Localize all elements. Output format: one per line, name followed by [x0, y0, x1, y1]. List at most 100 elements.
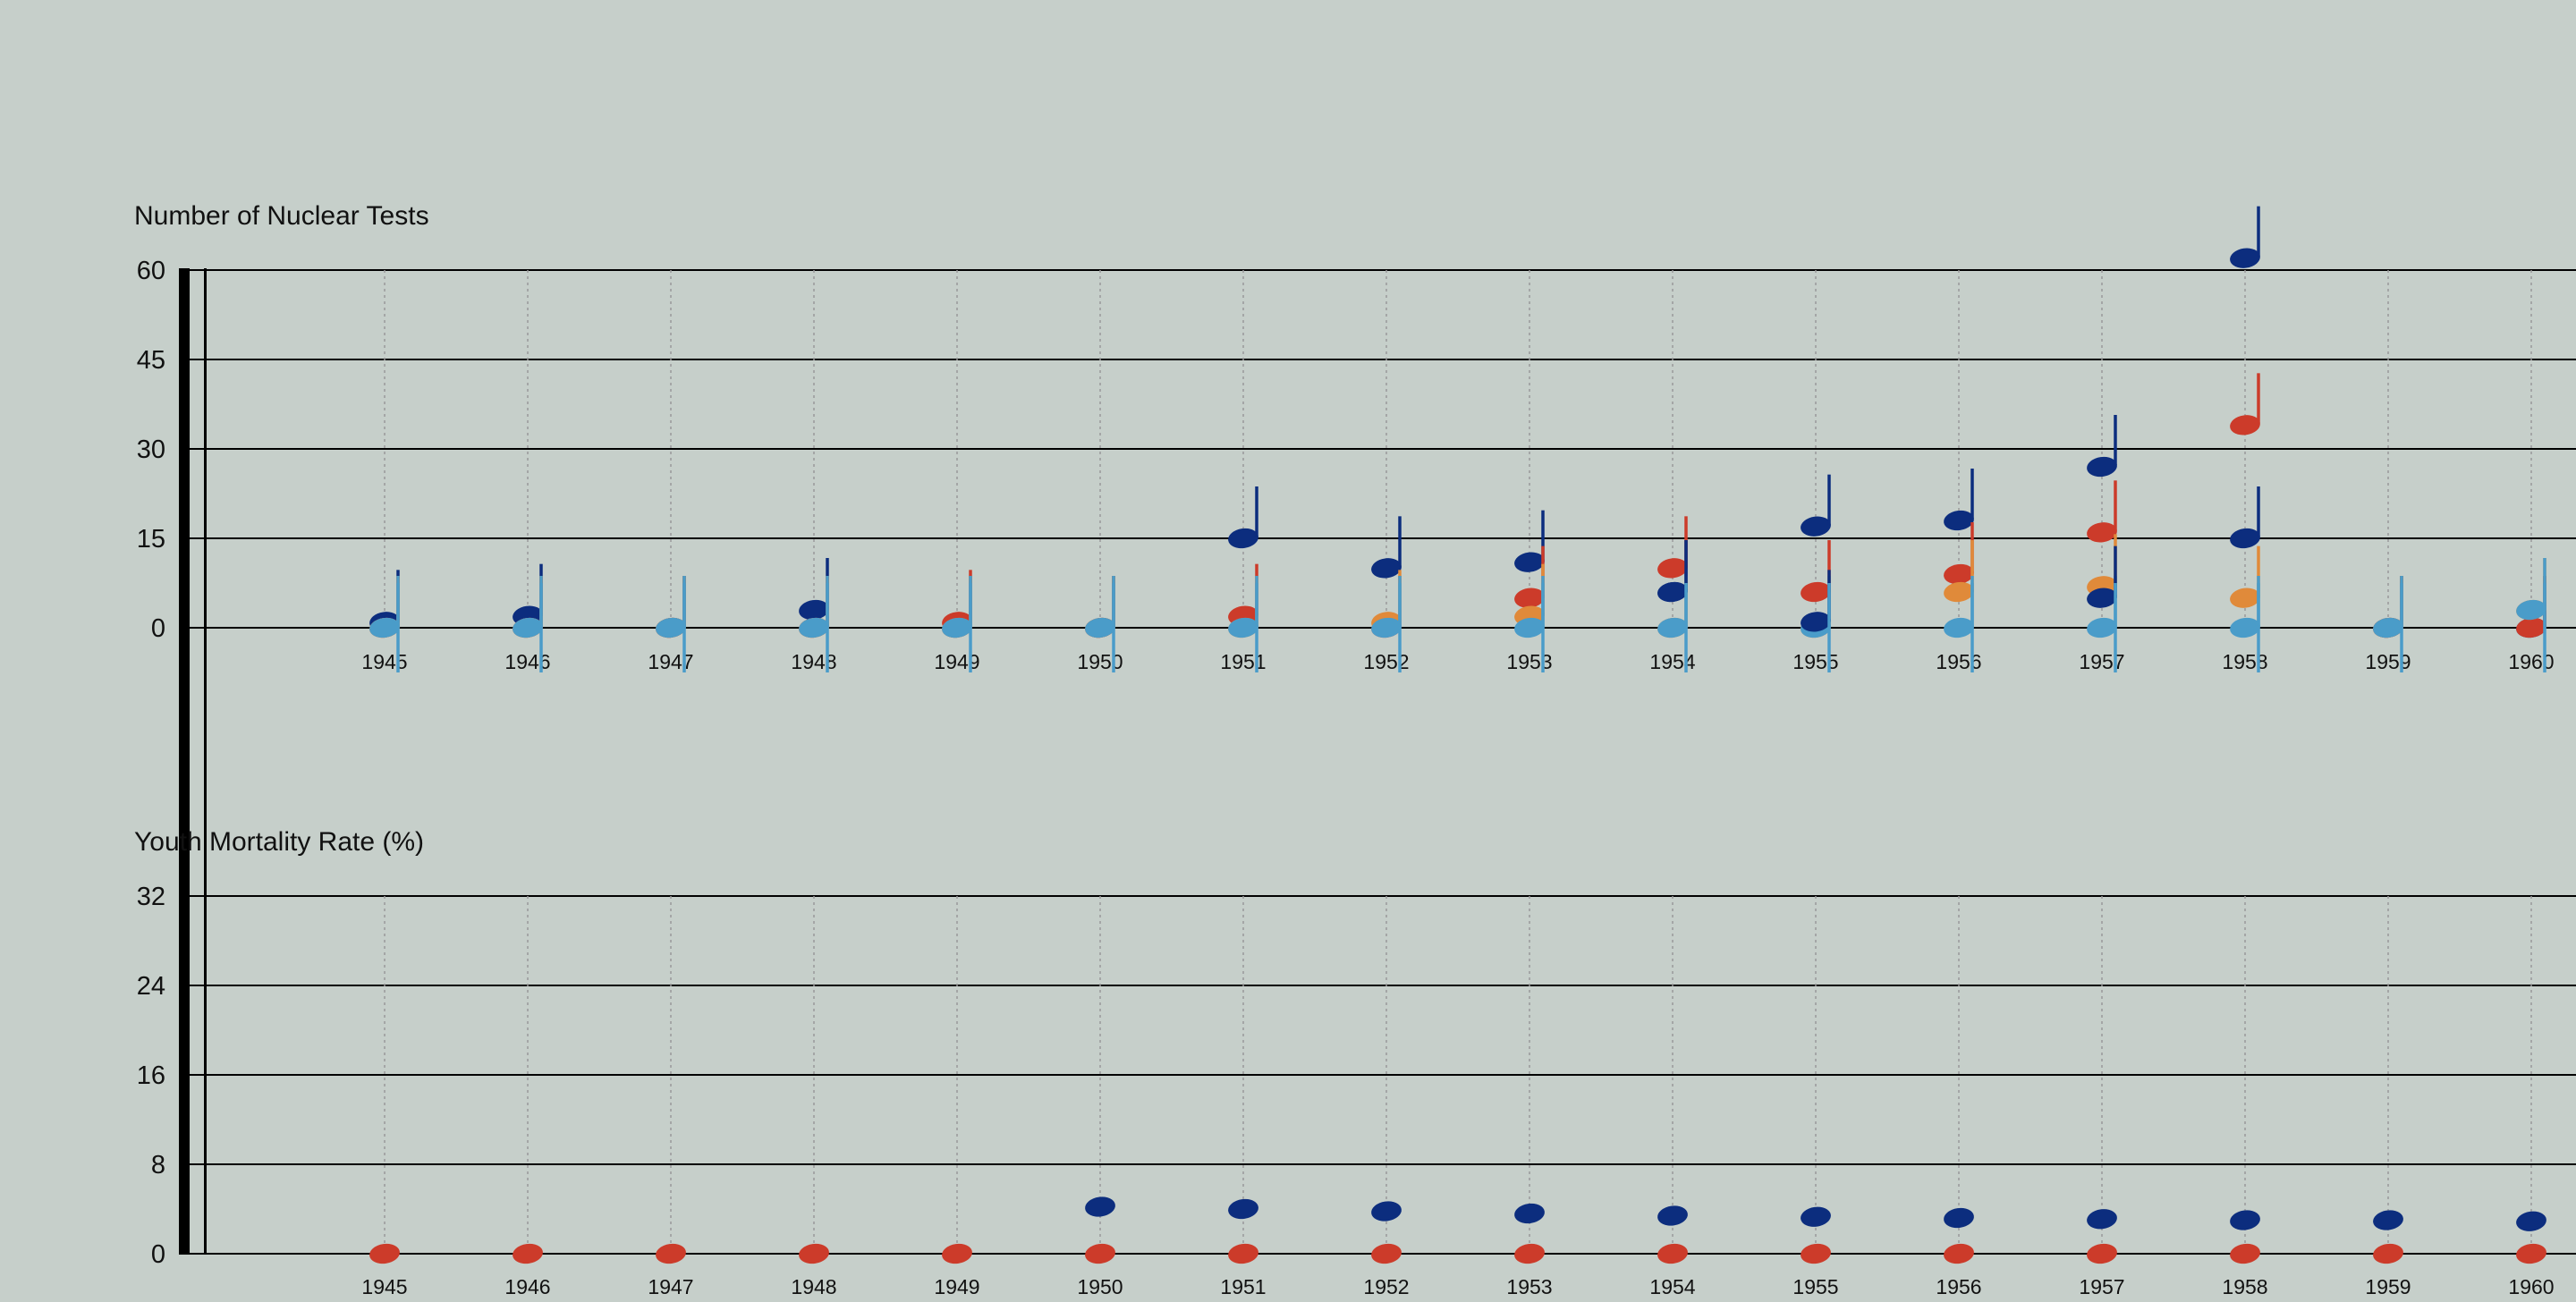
- data-point-note: [656, 1243, 686, 1264]
- data-point-note: [1085, 1196, 1115, 1217]
- y-tick-label: 8: [151, 1151, 165, 1179]
- data-point-note: [1657, 1205, 1688, 1226]
- x-axis-ticks-youth-mortality: 1945 1946 1947 1948 1949 1950 1951 1952 1953 1954…: [361, 1275, 2554, 1298]
- data-point-note: [1514, 1243, 1545, 1264]
- data-point-note: [2230, 588, 2260, 608]
- y-tick-label: 0: [151, 614, 165, 643]
- data-point-note: [1944, 563, 1974, 585]
- data-point-note: [2516, 599, 2546, 621]
- x-tick-label: 1948: [791, 650, 836, 673]
- data-point-note: [1514, 588, 1545, 608]
- x-tick-label: 1949: [934, 650, 979, 673]
- x-tick-label: 1945: [361, 650, 407, 673]
- x-tick-label: 1951: [1220, 650, 1266, 673]
- data-point-note: [1944, 1243, 1974, 1264]
- data-point-note: [2087, 1243, 2117, 1264]
- x-tick-label: 1955: [1792, 650, 1838, 673]
- notes-nuclear-tests: [369, 206, 2546, 672]
- data-point-note: [1657, 581, 1688, 603]
- x-tick-label: 1959: [2365, 1275, 2411, 1298]
- x-tick-label: 1957: [2079, 1275, 2124, 1298]
- data-point-note: [2230, 1210, 2260, 1230]
- data-point-note: [2516, 617, 2546, 638]
- data-point-note: [1371, 1243, 1402, 1264]
- data-point-note: [2087, 588, 2117, 608]
- data-point-note: [2373, 617, 2403, 638]
- data-point-note: [2087, 617, 2117, 638]
- y-axis-ticks-youth-mortality: 0 8 16 24 32: [137, 883, 165, 1269]
- y-tick-label: 24: [137, 972, 165, 1001]
- y-tick-label: 15: [137, 525, 165, 554]
- data-point-note: [1371, 558, 1402, 579]
- x-tick-label: 1954: [1649, 1275, 1695, 1298]
- x-tick-label: 1956: [1936, 1275, 1981, 1298]
- x-tick-label: 1956: [1936, 650, 1981, 673]
- x-tick-label: 1949: [934, 1275, 979, 1298]
- x-tick-label: 1951: [1220, 1275, 1266, 1298]
- y-tick-label: 32: [137, 883, 165, 911]
- y-tick-label: 60: [137, 257, 165, 285]
- y-axis-ticks-nuclear-tests: 0 15 30 45 60: [137, 257, 165, 643]
- data-point-note: [1801, 612, 1831, 632]
- data-point-note: [942, 617, 972, 638]
- data-point-note: [1514, 552, 1545, 572]
- data-point-note: [369, 617, 400, 638]
- x-tick-label: 1957: [2079, 650, 2124, 673]
- data-point-note: [2230, 415, 2260, 435]
- data-point-note: [799, 599, 829, 621]
- data-point-note: [2516, 1211, 2546, 1231]
- x-tick-label: 1960: [2508, 1275, 2554, 1298]
- y-tick-label: 16: [137, 1061, 165, 1090]
- x-tick-label: 1955: [1792, 1275, 1838, 1298]
- data-point-note: [2087, 456, 2117, 478]
- x-tick-label: 1960: [2508, 650, 2554, 673]
- data-point-note: [1228, 1198, 1258, 1220]
- panel-title-youth-mortality: Youth Mortality Rate (%): [134, 827, 424, 857]
- data-point-note: [1657, 617, 1688, 638]
- data-point-note: [1085, 1243, 1115, 1264]
- data-point-note: [1801, 1206, 1831, 1227]
- data-point-note: [1944, 617, 1974, 638]
- data-point-note: [1228, 1243, 1258, 1264]
- y-tick-label: 30: [137, 435, 165, 464]
- x-tick-label: 1958: [2222, 650, 2267, 673]
- x-tick-label: 1945: [361, 1275, 407, 1298]
- data-point-note: [2373, 1210, 2403, 1230]
- x-tick-label: 1948: [791, 1275, 836, 1298]
- x-tick-label: 1959: [2365, 650, 2411, 673]
- data-point-note: [513, 1243, 543, 1264]
- data-point-note: [1657, 558, 1688, 579]
- data-point-note: [1371, 617, 1402, 638]
- data-point-note: [1085, 617, 1115, 638]
- x-tick-label: 1947: [648, 1275, 693, 1298]
- notes-youth-mortality: [369, 1196, 2546, 1264]
- data-point-note: [799, 617, 829, 638]
- data-point-note: [513, 617, 543, 638]
- data-point-note: [2087, 522, 2117, 543]
- data-point-note: [942, 1243, 972, 1264]
- data-point-note: [1228, 528, 1258, 549]
- data-point-note: [1371, 1201, 1402, 1222]
- x-tick-label: 1953: [1506, 1275, 1552, 1298]
- x-tick-label: 1950: [1077, 1275, 1123, 1298]
- data-point-note: [1514, 1203, 1545, 1224]
- system-bar-thin: [204, 268, 207, 1254]
- data-point-note: [2230, 617, 2260, 638]
- data-point-note: [1944, 510, 1974, 531]
- data-point-note: [1801, 581, 1831, 603]
- x-tick-label: 1946: [504, 1275, 550, 1298]
- y-tick-label: 45: [137, 346, 165, 375]
- data-point-note: [2230, 528, 2260, 549]
- x-tick-label: 1958: [2222, 1275, 2267, 1298]
- data-point-note: [656, 617, 686, 638]
- x-tick-label: 1952: [1363, 1275, 1409, 1298]
- data-point-note: [1801, 1243, 1831, 1264]
- data-point-note: [1657, 1243, 1688, 1264]
- data-point-note: [1228, 617, 1258, 638]
- x-tick-label: 1947: [648, 650, 693, 673]
- x-tick-label: 1954: [1649, 650, 1695, 673]
